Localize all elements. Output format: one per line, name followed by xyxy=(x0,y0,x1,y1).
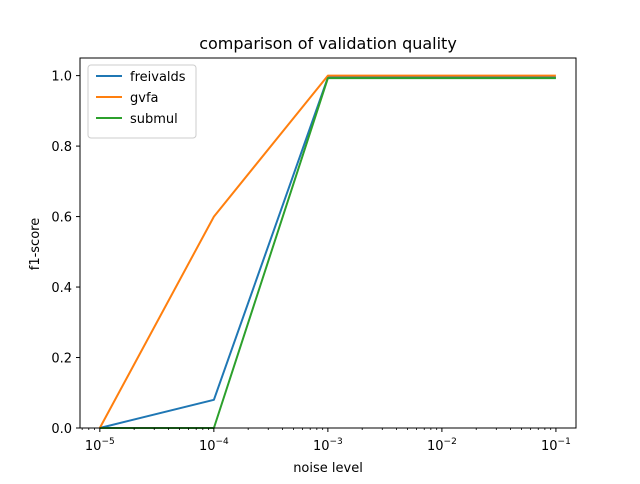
x-axis-label: noise level xyxy=(293,461,363,476)
series-line-gvfa xyxy=(98,74,556,429)
legend: freivalds gvfa submul xyxy=(87,64,197,139)
y-tick-label: 0.4 xyxy=(51,281,72,296)
legend-label-gvfa: gvfa xyxy=(130,91,159,106)
y-tick-label: 0.2 xyxy=(51,352,72,367)
legend-label-submul: submul xyxy=(130,112,178,127)
y-tick-label: 0.8 xyxy=(51,140,72,155)
x-tick-label: 10−4 xyxy=(199,437,229,454)
y-tick-label: 0.6 xyxy=(51,211,72,226)
y-axis-label: f1-score xyxy=(28,218,43,270)
chart-title: comparison of validation quality xyxy=(199,34,457,53)
x-tick-label: 10−2 xyxy=(427,437,457,454)
y-tick-label: 1.0 xyxy=(51,70,72,85)
y-tick-label: 0.0 xyxy=(51,422,72,437)
legend-label-freivalds: freivalds xyxy=(130,70,186,85)
axes: 0.0 0.2 0.4 0.6 0.8 1.0 10−5 10−4 10−3 10−2 10−1 xyxy=(51,57,577,454)
x-tick-label: 10−1 xyxy=(541,437,571,454)
x-tick-label: 10−3 xyxy=(313,437,343,454)
x-tick-label: 10−5 xyxy=(85,437,115,454)
legend-box xyxy=(87,64,197,139)
